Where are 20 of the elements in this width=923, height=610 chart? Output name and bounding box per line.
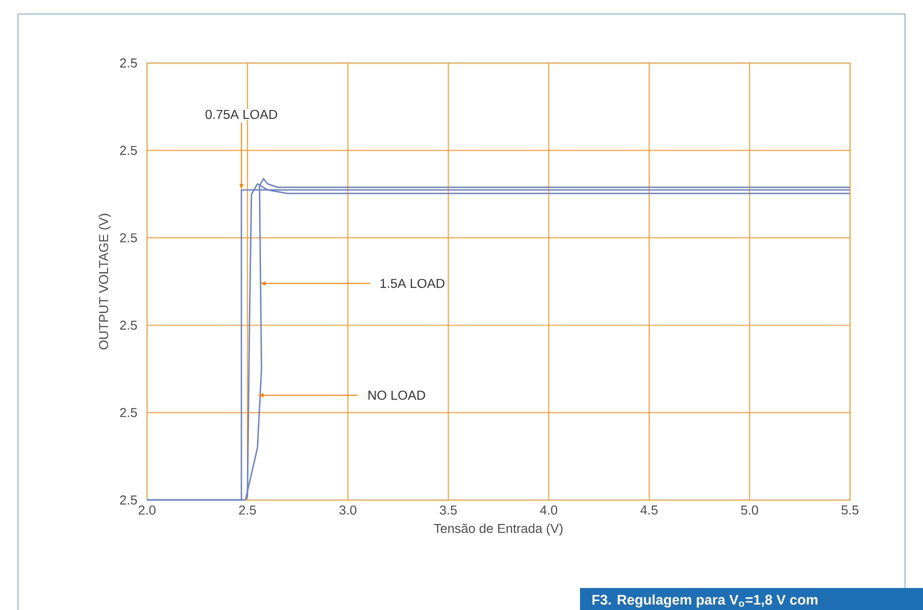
annotation: 1.5A LOAD [380, 278, 444, 288]
x-tick-label: 2.0 [138, 505, 156, 515]
annotation: NO LOAD [368, 390, 426, 400]
text: 2.5 [120, 233, 137, 242]
text: 2.5 [120, 58, 137, 68]
text: F3. Regulagem para V$_{o}$=1,8 V com [592, 594, 818, 608]
x-tick-label: 3.0 [339, 505, 356, 515]
y-axis-title: OUTPUT VOLTAGE (V) [98, 214, 111, 350]
x-tick-label: 2.5 [239, 505, 256, 515]
text: 2.5 [120, 408, 137, 418]
x-tick-label: 5.0 [741, 505, 758, 515]
x-axis-title: Tensão de Entrada (V) [434, 523, 562, 536]
x-tick-label: 3.5 [440, 505, 457, 515]
text: 2.5 [120, 320, 137, 330]
annotation: 0.75A LOAD [206, 110, 278, 119]
text: 2.5 [120, 495, 137, 505]
x-tick-label: 4.0 [540, 505, 558, 515]
text: 2.5 [120, 146, 137, 155]
x-tick-label: 5.5 [842, 506, 858, 515]
x-tick-label: 4.5 [640, 506, 658, 515]
